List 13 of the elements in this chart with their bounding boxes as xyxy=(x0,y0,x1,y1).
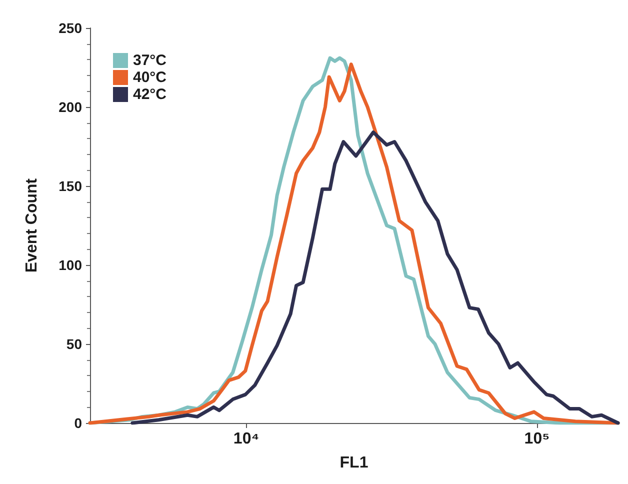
y-axis-title: Event Count xyxy=(24,178,40,273)
y-tick-label: 0 xyxy=(74,415,82,431)
y-tick-label: 50 xyxy=(66,336,82,352)
legend-label: 42°C xyxy=(133,86,167,103)
x-tick-label: 10⁴ xyxy=(233,430,260,448)
y-tick-label: 200 xyxy=(58,99,82,115)
y-tick-label: 100 xyxy=(58,257,82,273)
x-tick-label: 10⁵ xyxy=(524,430,550,448)
y-tick-label: 150 xyxy=(58,178,82,194)
x-axis-title: FL1 xyxy=(340,454,368,472)
y-tick-label: 250 xyxy=(58,20,82,36)
legend-label: 40°C xyxy=(133,69,167,86)
legend-label: 37°C xyxy=(133,52,167,69)
